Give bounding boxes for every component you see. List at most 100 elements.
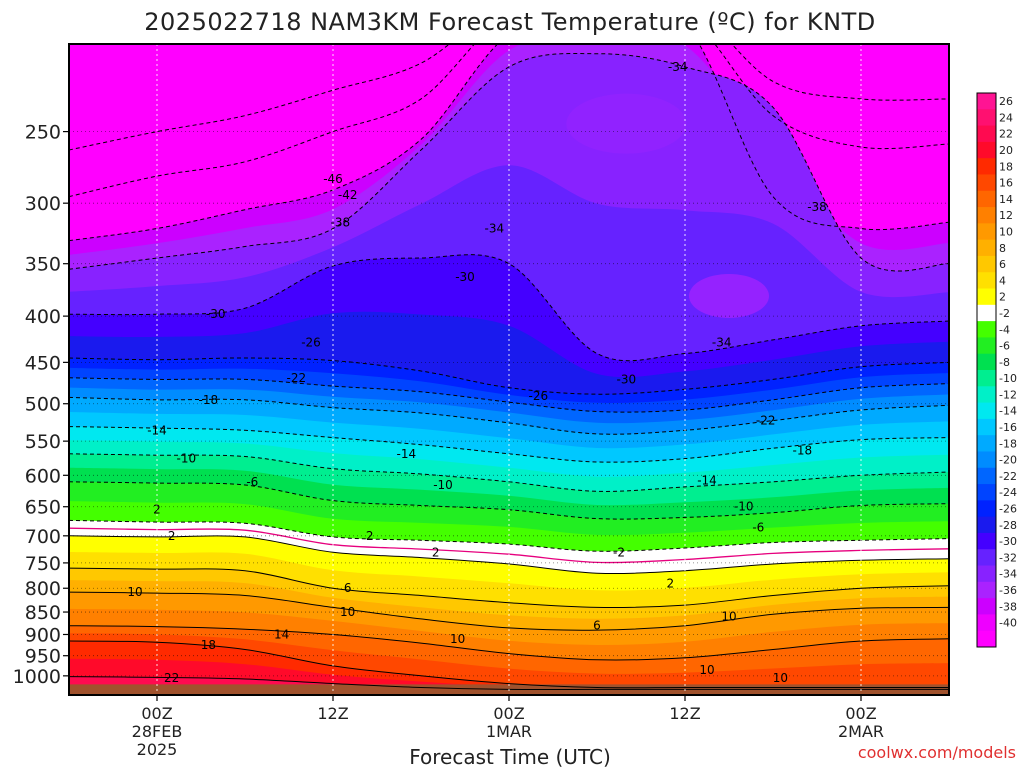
- colorbar-swatch: [977, 288, 996, 306]
- y-axis: 2503003504004505005506006507007508008509…: [13, 122, 69, 688]
- colorbar-label: -32: [999, 551, 1017, 564]
- colorbar-swatch: [977, 272, 996, 290]
- y-tick-label: 850: [25, 602, 61, 624]
- colorbar-label: -12: [999, 388, 1017, 401]
- colorbar-swatch: [977, 353, 996, 371]
- colorbar-swatch: [977, 223, 996, 241]
- y-tick-label: 600: [25, 465, 61, 487]
- contour-labels: -34-46-42-38-38-34-30-30-26 -34-22 -30-26-…: [127, 60, 826, 685]
- grid: [69, 44, 949, 695]
- contour-label: -46: [323, 172, 343, 186]
- isotherm-line: [69, 396, 949, 435]
- colorbar-label: -38: [999, 600, 1017, 613]
- credit-text: coolwx.com/models: [858, 743, 1016, 762]
- contour-label: 2: [153, 503, 161, 517]
- colorbar-swatch: [977, 93, 996, 110]
- contour-label: 10: [340, 605, 355, 619]
- colorbar-frame: [976, 92, 997, 648]
- isotherm-line: [69, 254, 949, 362]
- x-tick-label: 28FEB: [132, 722, 183, 741]
- contour-label: -6: [752, 520, 764, 534]
- colorbar-swatch: [977, 532, 996, 550]
- contour-label: 2: [168, 529, 176, 543]
- isotherm-line: [69, 44, 949, 151]
- y-tick-label: 700: [25, 526, 61, 548]
- isotherm-line: [69, 453, 949, 492]
- x-tick-label: 2MAR: [838, 722, 884, 741]
- colorbar-swatch: [977, 467, 996, 485]
- contour-label: 10: [773, 671, 788, 685]
- x-tick-label: 00Z: [845, 704, 876, 723]
- contour-label: -34: [485, 222, 505, 236]
- colorbar-swatch: [977, 370, 996, 387]
- contour-label: -26: [529, 389, 549, 403]
- contour-label: 10: [127, 585, 142, 599]
- colorbar-swatch: [977, 598, 996, 615]
- contour-label: 10: [721, 610, 736, 624]
- isotherm-line: [69, 625, 949, 661]
- x-tick-label: 12Z: [317, 704, 348, 723]
- x-tick-label: 12Z: [669, 704, 700, 723]
- y-tick-label: 500: [25, 394, 61, 416]
- colorbar-label: 24: [999, 111, 1013, 124]
- contour-label: -10: [177, 452, 197, 466]
- contour-label: -30: [617, 372, 637, 386]
- contour-label: -22: [287, 371, 307, 385]
- y-tick-label: 1000: [13, 666, 61, 688]
- colorbar-label: -6: [999, 340, 1010, 353]
- colorbar-swatch: [977, 207, 996, 224]
- colorbar-label: -2: [999, 307, 1010, 320]
- colorbar-label: 4: [999, 274, 1006, 287]
- colorbar-label: -8: [999, 356, 1010, 369]
- isotherm-line: [69, 53, 949, 272]
- x-tick-label: 00Z: [141, 704, 172, 723]
- colorbar-swatch: [977, 418, 996, 436]
- contour-label: -10: [734, 500, 754, 514]
- y-tick-label: 550: [25, 431, 61, 453]
- colorbar-label: -36: [999, 584, 1017, 597]
- contour-label: 18: [201, 638, 216, 652]
- colorbar-label: -4: [999, 323, 1010, 336]
- y-tick-label: 350: [25, 254, 61, 276]
- contour-label: 10: [450, 632, 465, 646]
- x-tick-label: 2025: [137, 740, 178, 759]
- y-tick-label: 900: [25, 624, 61, 646]
- colorbar-label: 2: [999, 291, 1006, 304]
- colorbar-swatch: [977, 500, 996, 518]
- y-tick-label: 450: [25, 352, 61, 374]
- colorbar-swatch: [977, 321, 996, 338]
- colorbar-swatch: [977, 158, 996, 175]
- colorbar-swatch: [977, 190, 996, 208]
- contour-label: -18: [199, 393, 219, 407]
- colorbar-swatch: [977, 435, 996, 452]
- contour-label: -30: [206, 307, 226, 321]
- contour-label: -38: [331, 215, 351, 229]
- contour-label: -18: [793, 443, 813, 457]
- cold-core-region: [566, 93, 687, 154]
- contour-label: -34: [668, 60, 688, 74]
- colorbar-swatch: [977, 174, 996, 192]
- isotherm-line: [69, 426, 949, 463]
- colorbar-label: 18: [999, 160, 1013, 173]
- contour-label: -14: [397, 447, 417, 461]
- y-tick-label: 250: [25, 122, 61, 144]
- colorbar-label: -40: [999, 617, 1017, 630]
- isotherm-line: [69, 591, 949, 631]
- contour-label: -14: [147, 423, 167, 437]
- colorbar-label: -10: [999, 372, 1017, 385]
- y-tick-label: 800: [25, 578, 61, 600]
- contour-label: 10: [699, 663, 714, 677]
- colorbar-swatch: [977, 255, 996, 273]
- contour-label: -14: [697, 474, 717, 488]
- colorbar-label: 16: [999, 177, 1013, 190]
- isotherm-line: [69, 377, 949, 413]
- contour-label: -6: [246, 475, 258, 489]
- colorbar-label: -16: [999, 421, 1017, 434]
- colorbar-label: -18: [999, 437, 1017, 450]
- colorbar-label: 6: [999, 258, 1006, 271]
- y-tick-label: 950: [25, 646, 61, 668]
- colorbar-label: 22: [999, 128, 1013, 141]
- colorbar-label: 14: [999, 193, 1013, 206]
- colorbar-label: -34: [999, 568, 1017, 581]
- colorbar-label: -24: [999, 486, 1017, 499]
